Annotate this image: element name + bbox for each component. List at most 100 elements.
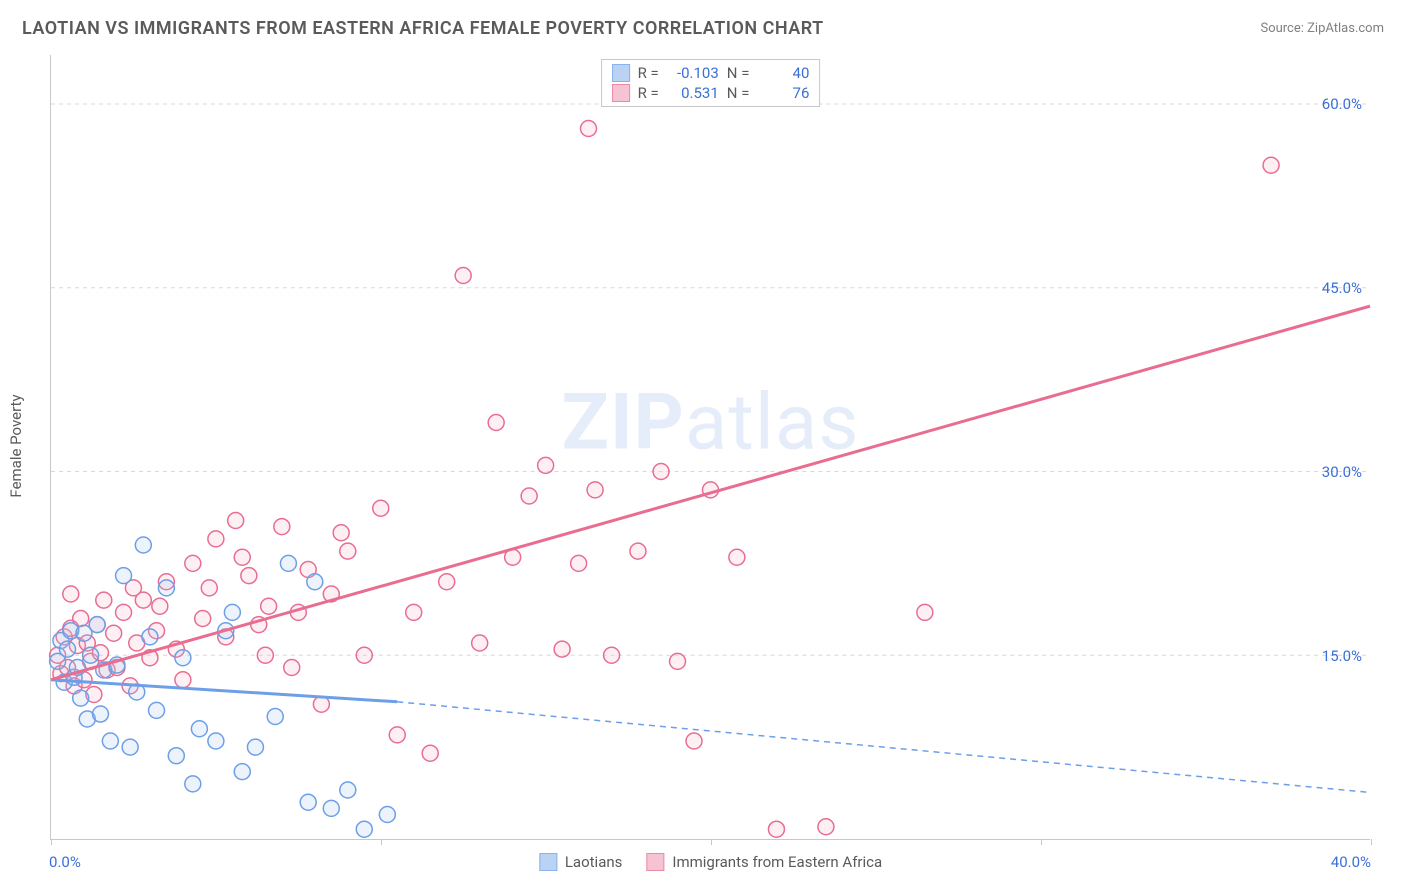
regression-line-extrapolated (397, 702, 1370, 793)
data-point (307, 574, 323, 590)
data-point (406, 604, 422, 620)
stats-legend-box: R = -0.103 N = 40 R = 0.531 N = 76 (601, 59, 821, 107)
legend-item-eastern-africa: Immigrants from Eastern Africa (646, 853, 882, 871)
data-point (284, 660, 300, 676)
data-point (630, 543, 646, 559)
data-point (208, 531, 224, 547)
data-point (670, 653, 686, 669)
regression-line (51, 306, 1370, 680)
data-point (422, 745, 438, 761)
data-point (261, 598, 277, 614)
plot-area: ZIPatlas R = -0.103 N = 40 R = 0.531 N =… (50, 55, 1370, 840)
x-tick-label: 40.0% (1331, 853, 1371, 871)
data-point (571, 555, 587, 571)
data-point (135, 537, 151, 553)
data-point (604, 647, 620, 663)
stats-row-laotians: R = -0.103 N = 40 (612, 64, 810, 82)
data-point (73, 690, 89, 706)
data-point (439, 574, 455, 590)
data-point (92, 706, 108, 722)
data-point (538, 457, 554, 473)
r-label: R = (638, 84, 659, 102)
swatch-laotians (612, 64, 630, 82)
n-label: N = (727, 64, 750, 82)
data-point (389, 727, 405, 743)
data-point (340, 782, 356, 798)
source-attribution: Source: ZipAtlas.com (1260, 21, 1384, 36)
data-point (686, 733, 702, 749)
data-point (1263, 157, 1279, 173)
data-point (122, 739, 138, 755)
data-point (106, 625, 122, 641)
n-label: N = (727, 84, 750, 102)
stats-row-eastern-africa: R = 0.531 N = 76 (612, 84, 810, 102)
y-tick-label: 15.0% (1322, 647, 1362, 665)
n-value-eastern-africa: 76 (757, 84, 809, 102)
data-point (228, 513, 244, 529)
data-point (208, 733, 224, 749)
data-point (175, 650, 191, 666)
data-point (379, 807, 395, 823)
data-point (267, 709, 283, 725)
data-point (116, 604, 132, 620)
data-point (89, 617, 105, 633)
data-point (63, 586, 79, 602)
data-point (83, 647, 99, 663)
data-point (280, 555, 296, 571)
data-point (175, 672, 191, 688)
data-point (241, 568, 257, 584)
data-point (224, 604, 240, 620)
data-point (653, 464, 669, 480)
legend-label-laotians: Laotians (565, 853, 623, 871)
data-point (323, 800, 339, 816)
data-point (729, 549, 745, 565)
y-tick-label: 30.0% (1322, 463, 1362, 481)
y-axis-title: Female Poverty (7, 394, 25, 497)
data-point (201, 580, 217, 596)
data-point (472, 635, 488, 651)
data-point (340, 543, 356, 559)
data-point (373, 500, 389, 516)
regression-line (51, 680, 397, 702)
data-point (142, 629, 158, 645)
chart-svg (51, 55, 1370, 839)
r-value-laotians: -0.103 (667, 64, 719, 82)
data-point (191, 721, 207, 737)
x-tick-label: 0.0% (49, 853, 81, 871)
legend-item-laotians: Laotians (539, 853, 623, 871)
data-point (257, 647, 273, 663)
data-point (234, 764, 250, 780)
data-point (356, 647, 372, 663)
data-point (59, 641, 75, 657)
data-point (102, 733, 118, 749)
data-point (195, 611, 211, 627)
data-point (185, 776, 201, 792)
data-point (149, 702, 165, 718)
data-point (455, 268, 471, 284)
data-point (274, 519, 290, 535)
data-point (158, 580, 174, 596)
data-point (554, 641, 570, 657)
data-point (818, 819, 834, 835)
bottom-legend: Laotians Immigrants from Eastern Africa (539, 853, 882, 871)
data-point (333, 525, 349, 541)
data-point (580, 121, 596, 137)
y-tick-label: 60.0% (1322, 95, 1362, 113)
y-tick-label: 45.0% (1322, 279, 1362, 297)
data-point (116, 568, 132, 584)
legend-label-eastern-africa: Immigrants from Eastern Africa (672, 853, 882, 871)
r-value-eastern-africa: 0.531 (667, 84, 719, 102)
data-point (168, 748, 184, 764)
data-point (185, 555, 201, 571)
data-point (234, 549, 250, 565)
data-point (152, 598, 168, 614)
data-point (587, 482, 603, 498)
data-point (768, 821, 784, 837)
swatch-eastern-africa (646, 853, 664, 871)
data-point (488, 415, 504, 431)
swatch-eastern-africa (612, 84, 630, 102)
data-point (247, 739, 263, 755)
data-point (300, 794, 316, 810)
n-value-laotians: 40 (757, 64, 809, 82)
data-point (521, 488, 537, 504)
